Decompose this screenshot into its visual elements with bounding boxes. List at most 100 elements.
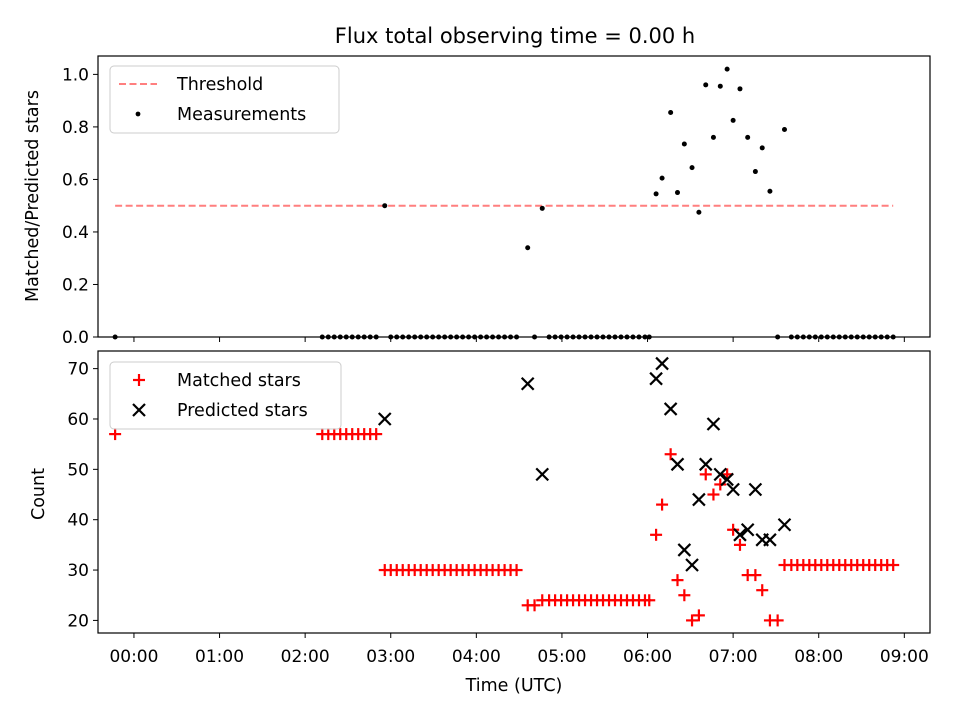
chart-title: Flux total observing time = 0.00 h (335, 24, 695, 48)
bottom-plot-frame (97, 350, 931, 634)
predicted-star-marker (713, 467, 728, 482)
bottom-legend: Matched stars Predicted stars (109, 361, 342, 430)
matched-star-marker (678, 589, 691, 602)
measurement-point (745, 134, 751, 140)
measurement-point (696, 209, 702, 215)
predicted-star-marker (692, 492, 706, 507)
measurement-point (659, 175, 665, 181)
bottom-panel: 20 30 40 50 60 70 00:00 01:00 02:00 03:00 04:00 05… (29, 350, 931, 696)
x-tick-label: 00:00 (109, 647, 158, 667)
predicted-stars-layer (377, 356, 792, 572)
x-tick-label: 01:00 (195, 647, 244, 667)
top-y-tick-label: 0.6 (62, 170, 89, 190)
matched-star-marker (749, 569, 762, 582)
matched-star-marker (699, 468, 712, 481)
top-plot-frame (97, 55, 931, 338)
predicted-star-marker (698, 457, 713, 472)
top-x-ticks (133, 337, 905, 342)
x-tick-label: 06:00 (623, 647, 672, 667)
measurement-point (674, 190, 680, 196)
predicted-star-marker (535, 467, 550, 482)
bottom-y-axis: 20 30 40 50 60 70 (67, 360, 98, 631)
matched-star-marker (650, 528, 663, 541)
bottom-x-axis: 00:00 01:00 02:00 03:00 04:00 05:00 06:00 07:00… (109, 633, 929, 667)
predicted-star-marker (677, 543, 692, 557)
matched-star-marker (771, 614, 784, 627)
measurement-point (781, 127, 787, 133)
threshold-legend-label: Threshold (176, 75, 263, 95)
bottom-y-tick-label: 20 (67, 611, 89, 631)
matched-star-marker (707, 488, 720, 501)
top-legend: Threshold Measurements (109, 65, 340, 134)
matched-star-marker (727, 523, 740, 536)
predicted-star-marker (670, 457, 685, 472)
measurement-point (767, 188, 773, 194)
measurement-point (724, 66, 730, 72)
matched-legend-label: Matched stars (177, 371, 301, 391)
bottom-y-tick-label: 60 (67, 410, 89, 430)
measurement-point (759, 145, 765, 151)
matched-star-marker (656, 498, 669, 511)
matched-star-marker (686, 614, 699, 627)
measurement-point (525, 245, 531, 251)
measurement-point (539, 205, 545, 211)
top-legend-frame (109, 65, 340, 134)
top-y-tick-label: 1.0 (62, 65, 89, 85)
top-y-axis: 0.0 0.2 0.4 0.6 0.8 1.0 (62, 65, 98, 348)
measurement-point (681, 141, 687, 147)
top-y-tick-label: 0.0 (62, 328, 89, 348)
matched-star-marker (643, 594, 656, 607)
x-tick-label: 03:00 (366, 647, 415, 667)
bottom-y-tick-label: 40 (67, 511, 89, 531)
x-axis-label: Time (UTC) (465, 676, 563, 696)
predicted-star-marker (685, 558, 699, 572)
top-y-tick-label: 0.2 (62, 275, 89, 295)
x-tick-label: 04:00 (452, 647, 501, 667)
matched-legend-swatch (133, 374, 145, 386)
predicted-star-marker (740, 522, 755, 537)
matched-star-marker (671, 574, 684, 587)
matched-star-marker (714, 478, 727, 491)
bottom-legend-frame (109, 361, 342, 430)
predicted-star-marker (777, 517, 792, 532)
measurement-point (752, 169, 758, 175)
matched-star-marker (370, 428, 383, 441)
measurement-point (717, 83, 723, 89)
matched-star-marker (887, 559, 900, 572)
x-tick-label: 09:00 (880, 647, 929, 667)
bottom-y-tick-label: 30 (67, 561, 89, 581)
measurement-point (737, 86, 743, 92)
predicted-star-marker (655, 356, 669, 371)
matched-star-marker (692, 609, 705, 622)
matched-star-marker (733, 538, 746, 551)
top-panel: 0.0 0.2 0.4 0.6 0.8 1.0 Matched/Predicted sta… (23, 55, 931, 348)
measurement-point (703, 82, 709, 88)
predicted-star-marker (706, 417, 721, 431)
matched-stars-layer (109, 428, 900, 627)
x-tick-label: 08:00 (794, 647, 843, 667)
measurement-point (382, 203, 388, 209)
matched-star-marker (510, 564, 523, 577)
measurement-point (710, 134, 716, 140)
x-tick-label: 02:00 (281, 647, 330, 667)
measurement-point (689, 165, 695, 171)
predicted-star-marker (726, 482, 740, 497)
predicted-star-marker (720, 472, 734, 487)
bottom-y-axis-label: Count (29, 468, 49, 520)
measurements-legend-swatch (135, 111, 141, 117)
matched-star-marker (756, 584, 769, 597)
predicted-star-marker (649, 371, 663, 386)
predicted-star-marker (663, 402, 678, 416)
top-y-tick-label: 0.4 (62, 223, 89, 243)
measurement-point (653, 191, 659, 197)
predicted-star-marker (377, 412, 392, 426)
measurement-point (730, 117, 736, 123)
predicted-star-marker (520, 376, 535, 391)
predicted-star-marker (763, 533, 777, 547)
predicted-legend-swatch (132, 403, 146, 417)
x-tick-label: 07:00 (709, 647, 758, 667)
top-y-tick-label: 0.8 (62, 118, 89, 138)
bottom-y-tick-label: 70 (67, 360, 89, 380)
top-y-axis-label: Matched/Predicted stars (23, 90, 43, 302)
